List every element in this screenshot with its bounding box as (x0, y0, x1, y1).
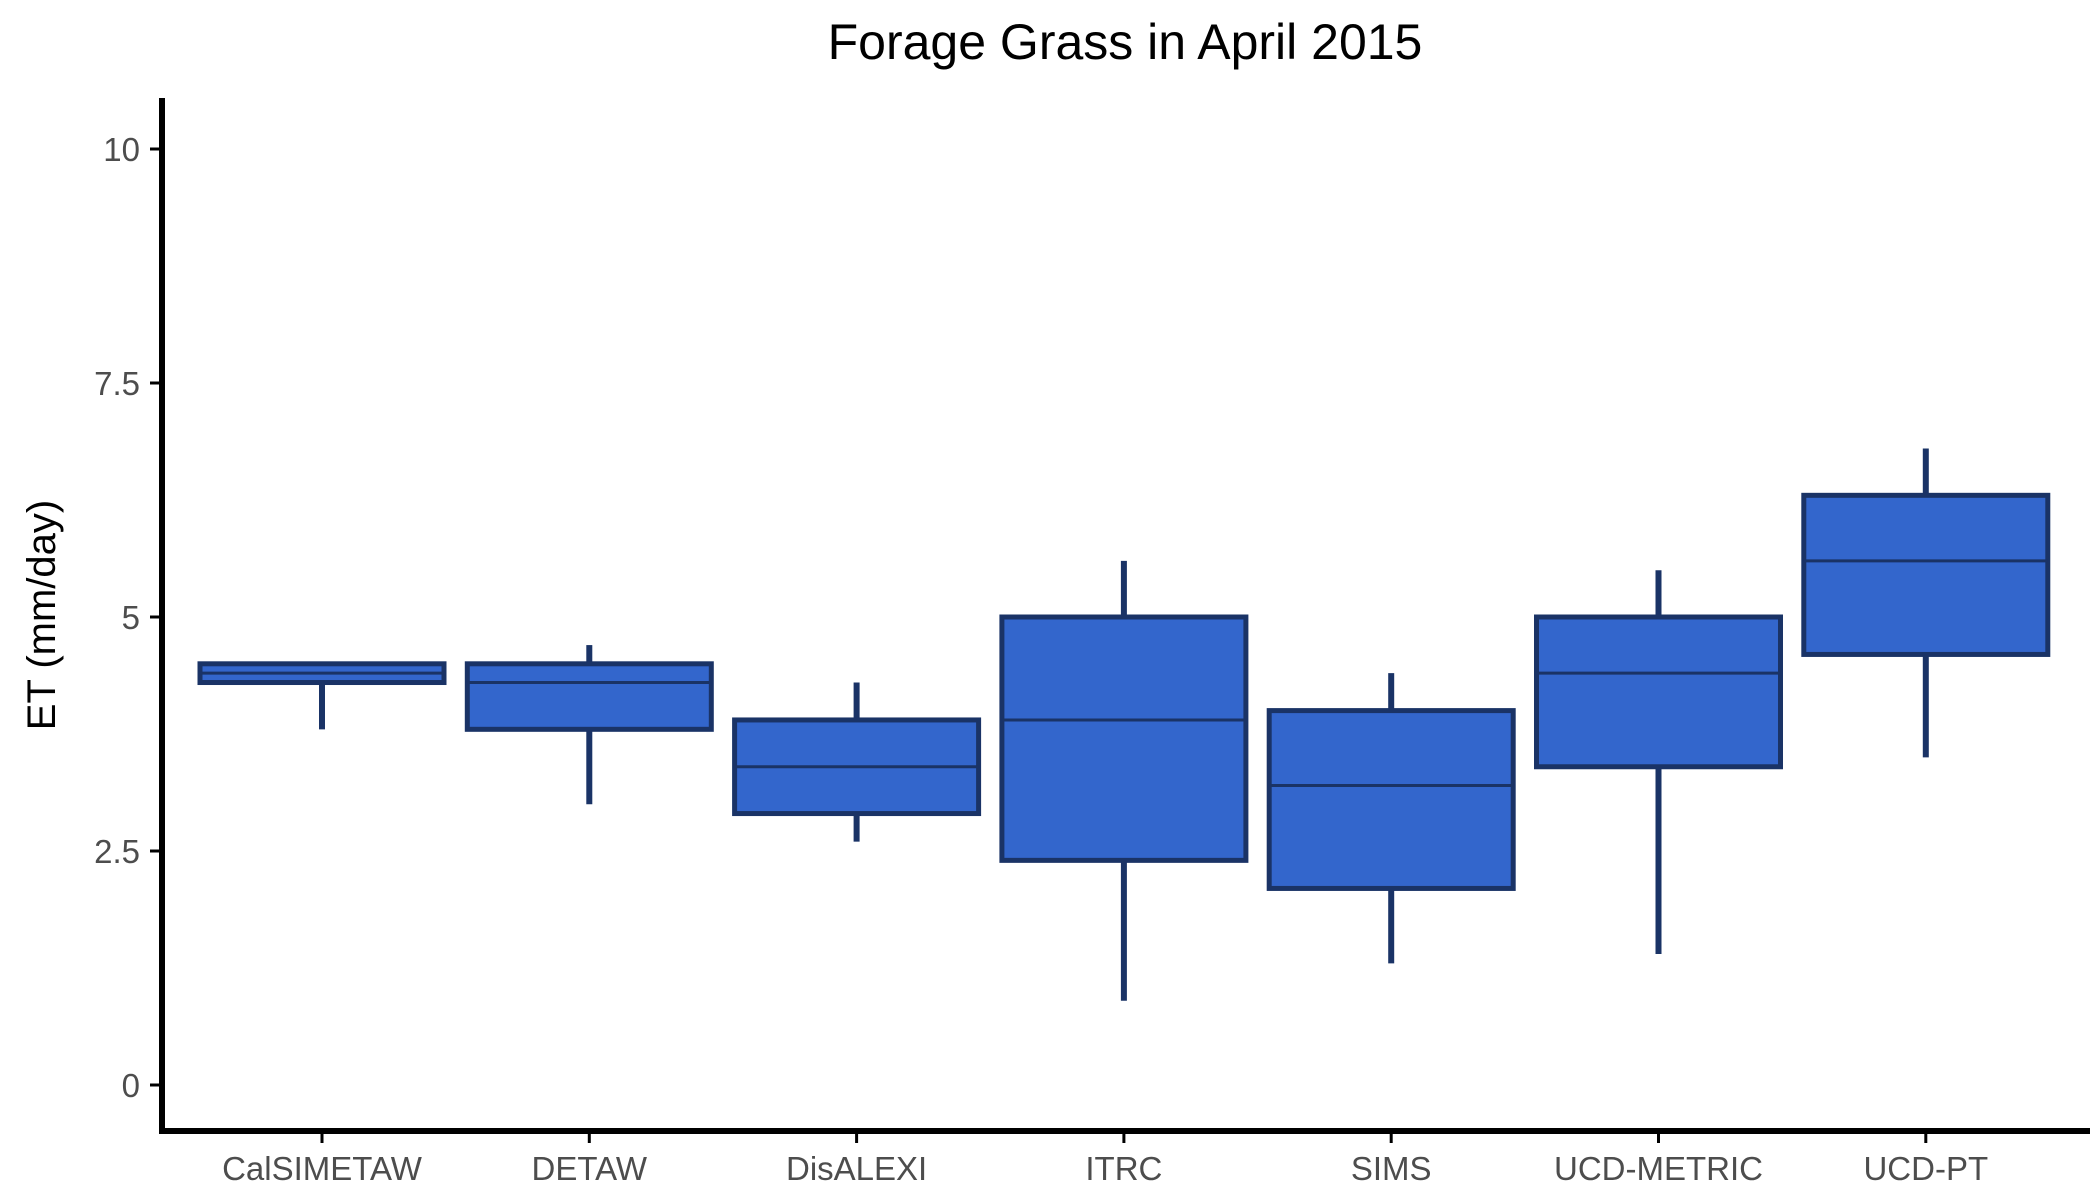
iqr-box (1534, 614, 1783, 770)
y-tick-label: 5 (122, 599, 140, 636)
x-tick-label: SIMS (1351, 1150, 1432, 1187)
box-ucd-pt (1801, 448, 2051, 758)
box-sims (1266, 673, 1516, 964)
iqr-box (464, 661, 714, 732)
x-tick-label: DETAW (532, 1150, 648, 1187)
y-axis-ticks: 0 2.5 5 7.5 10 (94, 131, 162, 1104)
iqr-box (999, 614, 1249, 863)
y-tick-label: 10 (103, 131, 140, 168)
y-tick-label: 2.5 (94, 833, 140, 870)
box-ucd-metric (1534, 570, 1783, 954)
iqr-box (1801, 492, 2051, 657)
box-detaw (464, 645, 714, 805)
boxes-layer (197, 448, 2051, 1001)
x-tick-label: UCD-METRIC (1554, 1150, 1763, 1187)
x-axis-ticks: CalSIMETAW DETAW DisALEXI ITRC SIMS UCD-METRI… (222, 1131, 1988, 1187)
box-calsimetaw (197, 661, 447, 730)
x-tick-label: CalSIMETAW (222, 1150, 423, 1187)
x-tick-label: DisALEXI (786, 1150, 927, 1187)
box-itrc (999, 560, 1249, 1001)
chart-title: Forage Grass in April 2015 (828, 14, 1423, 70)
y-axis-label: ET (mm/day) (20, 500, 64, 730)
iqr-box (1266, 708, 1516, 891)
box-disalexi (732, 682, 982, 842)
x-tick-label: ITRC (1085, 1150, 1162, 1187)
y-tick-label: 0 (122, 1067, 140, 1104)
x-tick-label: UCD-PT (1863, 1150, 1988, 1187)
y-tick-label: 7.5 (94, 365, 140, 402)
